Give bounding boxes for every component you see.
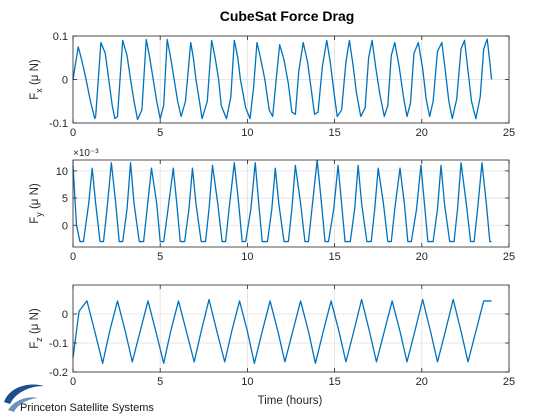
x-tick-label: 5 xyxy=(157,251,163,263)
x-tick-label: 5 xyxy=(157,376,163,388)
y-tick-label: 0 xyxy=(62,75,68,87)
y-axis-label-main: F xyxy=(29,93,41,100)
axes-fz: 0 5 10 15 20 25 -0.2 -0.1 0 Fz (μ N) xyxy=(29,284,515,388)
y-tick-label: -0.1 xyxy=(49,338,68,350)
plot-area xyxy=(73,285,509,372)
y-axis-label-main: F xyxy=(29,217,41,224)
series-line-2-1 xyxy=(72,159,492,243)
x-axis-label: Time (hours) xyxy=(258,395,323,407)
y-axis-label: Fx (μ N) xyxy=(29,59,44,100)
x-tick-label: 10 xyxy=(241,127,253,139)
plot-area xyxy=(73,160,509,247)
y-axis-label-sub: y xyxy=(34,212,44,217)
x-tick-label: 0 xyxy=(70,127,76,139)
x-tick-label: 5 xyxy=(157,127,163,139)
x-tick-label: 25 xyxy=(503,127,515,139)
figure-title: CubeSat Force Drag xyxy=(220,8,355,24)
y-axis-label: Fy (μ N) xyxy=(29,183,44,224)
x-tick-label: 25 xyxy=(503,376,515,388)
y-tick-label: -0.2 xyxy=(49,367,68,379)
axes-frame xyxy=(72,284,510,373)
logo-swoosh-secondary-icon xyxy=(8,397,38,412)
x-tick-label: 20 xyxy=(416,251,428,263)
y-axis-label-sub: z xyxy=(34,337,44,342)
x-tick-label: 20 xyxy=(416,127,428,139)
y-axis-label-sub: x xyxy=(34,88,44,93)
y-axis-label: Fz (μ N) xyxy=(29,308,44,349)
x-tick-label: 0 xyxy=(70,376,76,388)
y-tick-label: -0.1 xyxy=(49,118,68,130)
y-tick-label: 5 xyxy=(62,193,68,205)
y-axis-label-main: F xyxy=(29,342,41,349)
x-tick-label: 0 xyxy=(70,251,76,263)
y-exponent-label: ×10⁻³ xyxy=(73,148,99,159)
y-tick-label: 0 xyxy=(62,220,68,232)
x-tick-label: 10 xyxy=(241,376,253,388)
y-tick-label: 10 xyxy=(56,166,68,178)
y-tick-label: 0.1 xyxy=(53,31,68,43)
axes-fx: 0 5 10 15 20 25-0.100.1Fx (μ N) xyxy=(29,31,515,139)
x-tick-label: 20 xyxy=(416,376,428,388)
series-line-3-1 xyxy=(72,298,492,364)
x-tick-label: 25 xyxy=(503,251,515,263)
x-tick-label: 15 xyxy=(328,376,340,388)
series-line-1-1 xyxy=(72,38,493,121)
logo-text: Princeton Satellite Systems xyxy=(20,402,154,414)
x-tick-label: 15 xyxy=(328,127,340,139)
axes-fy: 0 5 10 15 20 25 0 5 10 ×10⁻³ Fy (μ N) xyxy=(29,148,515,263)
y-axis-label-unit: (μ N) xyxy=(29,59,41,88)
y-axis-label-unit: (μ N) xyxy=(29,308,41,337)
x-tick-label: 15 xyxy=(328,251,340,263)
logo-swoosh-icon xyxy=(4,384,44,404)
x-tick-label: 10 xyxy=(241,251,253,263)
y-axis-label-unit: (μ N) xyxy=(29,183,41,212)
company-logo: Princeton Satellite Systems xyxy=(4,384,154,414)
y-tick-label: 0 xyxy=(62,309,68,321)
axes-frame xyxy=(72,159,510,248)
